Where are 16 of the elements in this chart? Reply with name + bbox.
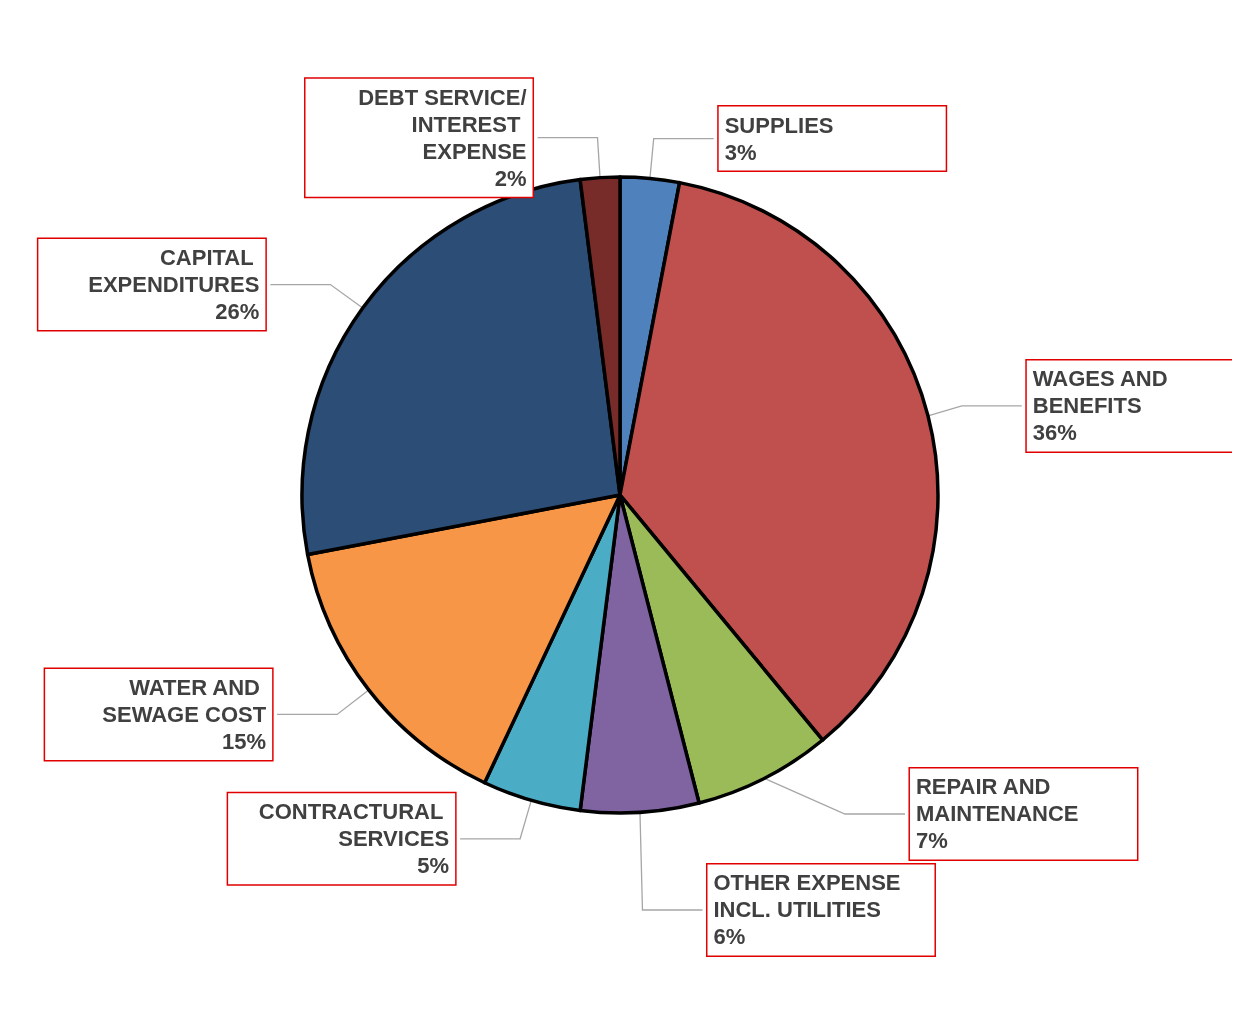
data-label: 26% — [215, 299, 260, 325]
slice-label: DEBT SERVICE/INTEREST EXPENSE — [358, 84, 527, 164]
data-label: 6% — [713, 924, 746, 950]
slice-label: OTHER EXPENSE INCL. UTILITIES — [713, 870, 907, 923]
slice-label: REPAIR AND MAINTENANCE — [915, 774, 1079, 827]
data-label: 3% — [724, 139, 757, 165]
slice-label: SUPPLIES — [724, 112, 834, 138]
slice-label: CAPITAL EXPENDITURES — [88, 245, 260, 298]
slice-label: WATER AND SEWAGE COST — [102, 674, 267, 727]
slice-label: WAGES AND BENEFITS — [1032, 366, 1174, 419]
data-label: 36% — [1032, 420, 1077, 446]
data-label: 2% — [494, 165, 527, 191]
data-label: 15% — [222, 728, 267, 754]
data-label: 5% — [417, 853, 450, 879]
slice-label: CONTRACTURAL SERVICES — [258, 799, 450, 852]
data-label: 7% — [915, 828, 948, 854]
